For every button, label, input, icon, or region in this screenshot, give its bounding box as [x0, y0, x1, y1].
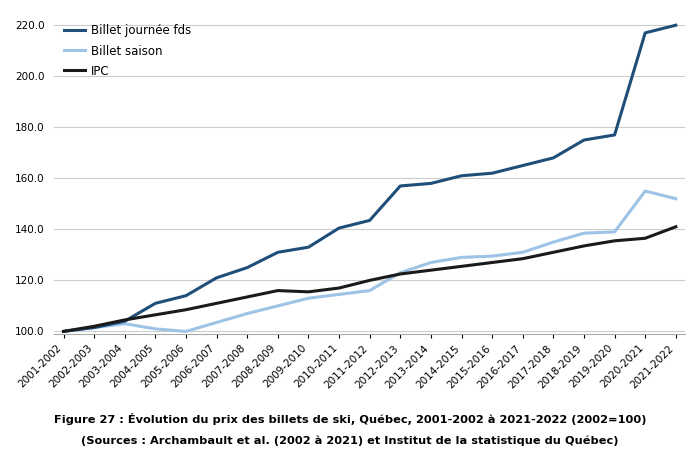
- Billet journée fds: [641, 30, 650, 36]
- Billet saison: [120, 321, 129, 326]
- Legend: Billet journée fds, Billet saison, IPC: Billet journée fds, Billet saison, IPC: [60, 21, 195, 81]
- Billet journée fds: [274, 250, 282, 255]
- IPC: [60, 328, 68, 334]
- Billet journée fds: [519, 163, 527, 168]
- Billet saison: [580, 230, 588, 236]
- IPC: [519, 256, 527, 261]
- Line: Billet saison: Billet saison: [64, 191, 676, 331]
- Billet journée fds: [580, 137, 588, 143]
- Billet saison: [488, 253, 496, 259]
- Billet journée fds: [151, 301, 160, 306]
- IPC: [120, 317, 129, 323]
- IPC: [550, 250, 558, 255]
- Billet journée fds: [182, 293, 190, 298]
- IPC: [304, 289, 313, 295]
- Billet saison: [365, 288, 374, 293]
- IPC: [151, 312, 160, 318]
- Billet journée fds: [212, 275, 220, 280]
- IPC: [396, 271, 405, 277]
- Billet journée fds: [550, 155, 558, 161]
- Billet journée fds: [610, 132, 619, 138]
- IPC: [212, 301, 220, 306]
- Billet saison: [671, 196, 680, 202]
- IPC: [610, 238, 619, 243]
- Line: Billet journée fds: Billet journée fds: [64, 25, 676, 331]
- Billet journée fds: [488, 171, 496, 176]
- Text: Figure 27 : Évolution du prix des billets de ski, Québec, 2001-2002 à 2021-2022 : Figure 27 : Évolution du prix des billet…: [54, 413, 646, 425]
- Billet saison: [274, 303, 282, 309]
- Billet saison: [212, 320, 220, 325]
- Billet saison: [550, 239, 558, 245]
- IPC: [671, 224, 680, 230]
- IPC: [243, 294, 251, 300]
- Billet saison: [641, 189, 650, 194]
- Billet saison: [151, 326, 160, 332]
- Billet journée fds: [304, 244, 313, 250]
- Billet saison: [60, 328, 68, 334]
- IPC: [457, 264, 466, 269]
- IPC: [488, 260, 496, 265]
- Billet journée fds: [243, 265, 251, 270]
- Billet saison: [610, 229, 619, 234]
- IPC: [580, 243, 588, 248]
- Billet saison: [396, 270, 405, 275]
- Line: IPC: IPC: [64, 227, 676, 331]
- Billet saison: [243, 311, 251, 316]
- Billet saison: [427, 260, 435, 265]
- Billet saison: [519, 250, 527, 255]
- IPC: [427, 267, 435, 273]
- Billet journée fds: [396, 183, 405, 189]
- Text: (Sources : Archambault et al. (2002 à 2021) et Institut de la statistique du Qué: (Sources : Archambault et al. (2002 à 20…: [81, 435, 619, 446]
- Billet saison: [457, 255, 466, 260]
- Billet journée fds: [457, 173, 466, 179]
- Billet saison: [335, 292, 343, 297]
- Billet journée fds: [120, 319, 129, 324]
- IPC: [90, 324, 98, 329]
- IPC: [365, 278, 374, 283]
- Billet journée fds: [365, 218, 374, 223]
- Billet journée fds: [335, 225, 343, 231]
- IPC: [641, 235, 650, 241]
- Billet saison: [90, 325, 98, 330]
- Billet journée fds: [427, 181, 435, 186]
- Billet journée fds: [60, 328, 68, 334]
- Billet saison: [304, 296, 313, 301]
- Billet journée fds: [671, 22, 680, 28]
- IPC: [335, 285, 343, 291]
- IPC: [182, 307, 190, 312]
- Billet journée fds: [90, 325, 98, 330]
- Billet saison: [182, 328, 190, 334]
- IPC: [274, 288, 282, 293]
